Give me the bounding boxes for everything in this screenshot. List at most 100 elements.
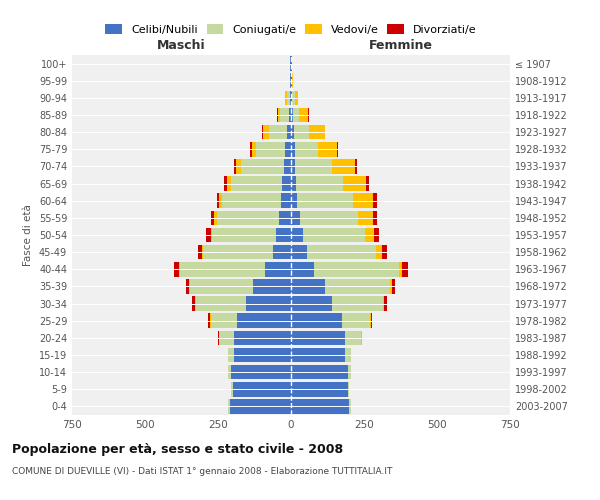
Bar bbox=[291, 142, 295, 156]
Bar bbox=[291, 245, 307, 260]
Bar bbox=[290, 90, 291, 105]
Bar bbox=[206, 228, 211, 242]
Bar bbox=[345, 330, 361, 345]
Bar bbox=[230, 399, 291, 413]
Bar bbox=[291, 210, 300, 225]
Bar bbox=[202, 245, 203, 260]
Bar bbox=[194, 296, 196, 311]
Bar bbox=[278, 108, 280, 122]
Bar bbox=[289, 108, 291, 122]
Bar bbox=[223, 194, 281, 208]
Bar bbox=[228, 365, 231, 380]
Bar bbox=[349, 399, 351, 413]
Bar bbox=[280, 108, 289, 122]
Y-axis label: Fasce di età: Fasce di età bbox=[23, 204, 33, 266]
Bar bbox=[299, 108, 308, 122]
Bar bbox=[291, 399, 349, 413]
Bar bbox=[291, 108, 293, 122]
Bar bbox=[325, 279, 390, 293]
Bar bbox=[174, 262, 179, 276]
Bar bbox=[224, 176, 227, 191]
Bar bbox=[211, 228, 212, 242]
Bar bbox=[298, 194, 353, 208]
Bar bbox=[203, 245, 274, 260]
Bar bbox=[382, 245, 387, 260]
Bar bbox=[180, 262, 265, 276]
Bar bbox=[291, 194, 298, 208]
Bar bbox=[365, 228, 374, 242]
Bar bbox=[285, 142, 291, 156]
Bar bbox=[353, 194, 373, 208]
Bar bbox=[285, 90, 287, 105]
Bar bbox=[212, 228, 277, 242]
Bar bbox=[291, 348, 345, 362]
Bar bbox=[371, 314, 372, 328]
Bar bbox=[291, 176, 296, 191]
Bar bbox=[376, 245, 382, 260]
Bar bbox=[265, 262, 291, 276]
Bar bbox=[217, 210, 280, 225]
Bar bbox=[314, 262, 399, 276]
Bar bbox=[187, 279, 189, 293]
Bar bbox=[263, 125, 269, 140]
Bar bbox=[228, 399, 230, 413]
Bar bbox=[233, 382, 291, 396]
Bar bbox=[241, 159, 284, 174]
Bar bbox=[295, 159, 332, 174]
Bar bbox=[367, 176, 369, 191]
Bar bbox=[179, 262, 180, 276]
Bar bbox=[348, 382, 349, 396]
Text: COMUNE DI DUEVILLE (VI) - Dati ISTAT 1° gennaio 2008 - Elaborazione TUTTITALIA.I: COMUNE DI DUEVILLE (VI) - Dati ISTAT 1° … bbox=[12, 468, 392, 476]
Bar bbox=[287, 90, 290, 105]
Bar bbox=[348, 365, 351, 380]
Bar bbox=[253, 279, 291, 293]
Bar bbox=[274, 245, 291, 260]
Bar bbox=[196, 296, 246, 311]
Text: Popolazione per età, sesso e stato civile - 2008: Popolazione per età, sesso e stato civil… bbox=[12, 442, 343, 456]
Bar bbox=[399, 262, 402, 276]
Bar bbox=[355, 159, 356, 174]
Bar bbox=[231, 176, 282, 191]
Bar bbox=[332, 296, 383, 311]
Bar bbox=[193, 296, 194, 311]
Bar bbox=[402, 262, 408, 276]
Bar bbox=[220, 194, 223, 208]
Bar bbox=[217, 194, 220, 208]
Bar bbox=[308, 125, 325, 140]
Bar bbox=[295, 90, 298, 105]
Bar bbox=[277, 228, 291, 242]
Bar bbox=[337, 142, 338, 156]
Bar bbox=[291, 262, 314, 276]
Bar bbox=[280, 210, 291, 225]
Bar bbox=[292, 90, 295, 105]
Bar bbox=[291, 296, 332, 311]
Bar bbox=[256, 142, 285, 156]
Bar bbox=[291, 228, 302, 242]
Bar bbox=[281, 194, 291, 208]
Bar bbox=[318, 142, 337, 156]
Bar bbox=[385, 296, 387, 311]
Bar bbox=[343, 176, 367, 191]
Bar bbox=[218, 330, 219, 345]
Bar bbox=[231, 365, 291, 380]
Bar bbox=[332, 159, 355, 174]
Bar bbox=[214, 210, 217, 225]
Bar bbox=[291, 365, 348, 380]
Bar bbox=[374, 228, 379, 242]
Bar bbox=[237, 314, 291, 328]
Bar bbox=[227, 176, 231, 191]
Bar bbox=[199, 245, 202, 260]
Bar bbox=[211, 210, 214, 225]
Bar bbox=[392, 279, 395, 293]
Text: Maschi: Maschi bbox=[157, 38, 206, 52]
Bar bbox=[300, 210, 358, 225]
Bar bbox=[287, 125, 291, 140]
Bar bbox=[291, 314, 342, 328]
Bar bbox=[246, 296, 291, 311]
Bar bbox=[236, 159, 241, 174]
Bar bbox=[284, 159, 291, 174]
Bar bbox=[342, 314, 370, 328]
Bar bbox=[295, 142, 318, 156]
Bar bbox=[358, 210, 373, 225]
Bar bbox=[234, 348, 291, 362]
